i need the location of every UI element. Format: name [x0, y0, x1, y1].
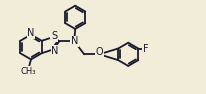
- Text: F: F: [142, 44, 148, 53]
- Text: N: N: [27, 28, 35, 38]
- Text: N: N: [70, 36, 77, 46]
- Text: N: N: [51, 46, 59, 56]
- Text: CH₃: CH₃: [20, 67, 36, 76]
- Text: O: O: [95, 47, 103, 57]
- Text: S: S: [51, 31, 57, 41]
